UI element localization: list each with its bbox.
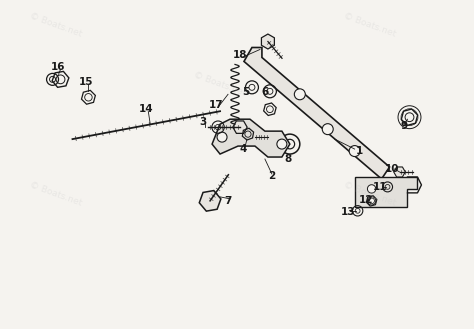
Circle shape bbox=[217, 132, 227, 142]
Text: 5: 5 bbox=[242, 87, 250, 97]
Text: 4: 4 bbox=[239, 144, 246, 154]
Circle shape bbox=[367, 197, 376, 205]
Text: 1: 1 bbox=[356, 146, 363, 156]
Polygon shape bbox=[233, 121, 247, 133]
Polygon shape bbox=[394, 167, 405, 177]
Text: © Boats.net: © Boats.net bbox=[28, 11, 83, 38]
Text: © Boats.net: © Boats.net bbox=[28, 180, 83, 208]
Text: 16: 16 bbox=[51, 63, 66, 72]
Polygon shape bbox=[262, 34, 274, 49]
Polygon shape bbox=[199, 190, 221, 211]
Text: 7: 7 bbox=[224, 196, 232, 206]
Circle shape bbox=[294, 89, 305, 100]
Polygon shape bbox=[355, 177, 418, 207]
Text: 17: 17 bbox=[209, 100, 223, 110]
Text: 10: 10 bbox=[385, 164, 400, 174]
Circle shape bbox=[349, 145, 360, 157]
Text: 14: 14 bbox=[139, 104, 154, 114]
Polygon shape bbox=[244, 47, 390, 179]
Polygon shape bbox=[212, 119, 290, 157]
Circle shape bbox=[322, 124, 333, 135]
Circle shape bbox=[277, 139, 287, 149]
Text: © Boats.net: © Boats.net bbox=[192, 71, 247, 98]
Text: 13: 13 bbox=[340, 207, 355, 217]
Circle shape bbox=[367, 185, 376, 193]
Text: 9: 9 bbox=[401, 121, 408, 131]
Text: 2: 2 bbox=[268, 171, 275, 181]
Text: © Boats.net: © Boats.net bbox=[342, 11, 397, 38]
Text: 15: 15 bbox=[79, 77, 94, 87]
Text: 12: 12 bbox=[358, 195, 373, 205]
Text: 8: 8 bbox=[284, 154, 292, 164]
Text: 3: 3 bbox=[200, 117, 207, 127]
Text: 6: 6 bbox=[261, 87, 269, 97]
Text: 18: 18 bbox=[233, 50, 247, 61]
Text: © Boats.net: © Boats.net bbox=[342, 180, 397, 208]
Text: 11: 11 bbox=[373, 182, 387, 192]
